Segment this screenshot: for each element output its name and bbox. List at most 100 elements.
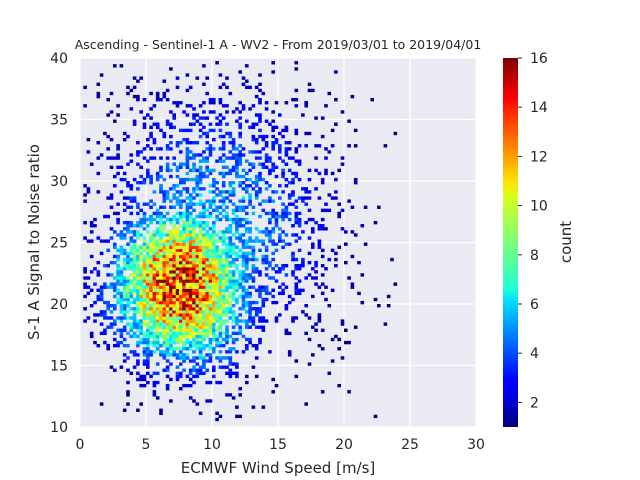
heatmap-cell [165, 374, 170, 379]
heatmap-cell [363, 242, 368, 246]
heatmap-cell [136, 291, 140, 296]
heatmap-cell [179, 276, 183, 280]
heatmap-cell [142, 220, 147, 225]
heatmap-cell [149, 199, 153, 203]
heatmap-cell [373, 220, 378, 225]
heatmap-cell [314, 276, 318, 280]
heatmap-cell [162, 282, 167, 286]
heatmap-cell [179, 350, 183, 354]
heatmap-cell [136, 141, 140, 145]
heatmap-cell [136, 362, 140, 366]
heatmap-cell [360, 273, 365, 277]
heatmap-cell [172, 239, 176, 243]
heatmap-cell [198, 116, 203, 120]
heatmap-cell [103, 214, 107, 219]
heatmap-cell [284, 328, 289, 332]
y-tick-label: 35 [50, 113, 68, 129]
heatmap-cell [142, 340, 147, 345]
heatmap-cell [159, 300, 163, 305]
heatmap-cell [212, 270, 216, 274]
heatmap-cell [126, 91, 130, 96]
heatmap-cell [261, 304, 266, 308]
heatmap-cell [304, 187, 308, 191]
heatmap-cell [320, 224, 325, 228]
heatmap-cell [149, 319, 153, 323]
heatmap-cell [258, 101, 262, 105]
heatmap-cell [175, 307, 180, 311]
heatmap-cell [228, 307, 233, 311]
heatmap-cell [142, 310, 147, 314]
heatmap-cell [116, 257, 120, 262]
heatmap-cell [106, 239, 110, 243]
heatmap-cell [264, 134, 269, 139]
heatmap-cell [122, 294, 127, 299]
heatmap-cell [169, 239, 173, 243]
heatmap-cell [188, 288, 193, 293]
heatmap-cell [337, 202, 341, 206]
heatmap-cell [228, 239, 233, 243]
heatmap-cell [86, 239, 91, 243]
heatmap-cell [241, 224, 246, 228]
heatmap-cell [139, 383, 143, 388]
heatmap-cell [126, 343, 130, 348]
heatmap-cell [215, 288, 219, 293]
heatmap-cell [238, 220, 242, 225]
heatmap-cell [149, 177, 153, 182]
heatmap-cell [136, 279, 140, 283]
heatmap-cell [188, 319, 193, 323]
heatmap-cell [146, 380, 150, 385]
heatmap-cell [218, 211, 223, 216]
heatmap-cell [314, 270, 318, 274]
heatmap-cell [146, 273, 150, 277]
heatmap-cell [136, 359, 140, 363]
heatmap-cell [235, 414, 239, 419]
heatmap-cell [165, 294, 170, 299]
heatmap-cell [169, 343, 173, 348]
heatmap-cell [185, 73, 190, 77]
heatmap-cell [155, 322, 160, 326]
heatmap-cell [185, 217, 190, 222]
heatmap-cell [165, 337, 170, 342]
heatmap-cell [258, 128, 262, 133]
heatmap-cell [149, 264, 153, 268]
heatmap-cell [149, 350, 153, 354]
heatmap-cell [212, 325, 216, 329]
heatmap-cell [175, 85, 180, 90]
heatmap-cell [218, 248, 223, 253]
heatmap-cell [218, 356, 223, 360]
heatmap-cell [96, 141, 101, 145]
heatmap-cell [119, 307, 124, 311]
heatmap-cell [218, 282, 223, 286]
heatmap-cell [218, 193, 223, 197]
heatmap-cell [175, 245, 180, 249]
heatmap-cell [225, 131, 229, 136]
heatmap-cell [195, 337, 200, 342]
heatmap-cell [172, 337, 176, 342]
heatmap-cell [241, 104, 246, 108]
heatmap-cell [344, 242, 348, 246]
heatmap-cell [271, 119, 275, 123]
heatmap-cell [175, 310, 180, 314]
heatmap-cell [165, 257, 170, 262]
heatmap-cell [155, 304, 160, 308]
heatmap-cell [307, 236, 312, 240]
heatmap-cell [188, 334, 193, 339]
heatmap-cell [327, 304, 332, 308]
heatmap-cell [212, 260, 216, 265]
heatmap-cell [330, 359, 335, 363]
heatmap-cell [258, 116, 262, 120]
heatmap-cell [195, 313, 200, 317]
heatmap-cell [202, 319, 206, 323]
heatmap-cell [248, 294, 252, 299]
heatmap-cell [304, 304, 308, 308]
heatmap-cell [175, 353, 180, 357]
heatmap-cell [165, 156, 170, 160]
heatmap-cell [241, 297, 246, 302]
heatmap-cell [317, 224, 322, 228]
heatmap-cell [159, 165, 163, 169]
colorbar-tick-label: 6 [530, 297, 539, 313]
heatmap-cell [169, 294, 173, 299]
heatmap-cell [221, 319, 226, 323]
heatmap-cell [142, 260, 147, 265]
heatmap-cell [106, 196, 110, 200]
